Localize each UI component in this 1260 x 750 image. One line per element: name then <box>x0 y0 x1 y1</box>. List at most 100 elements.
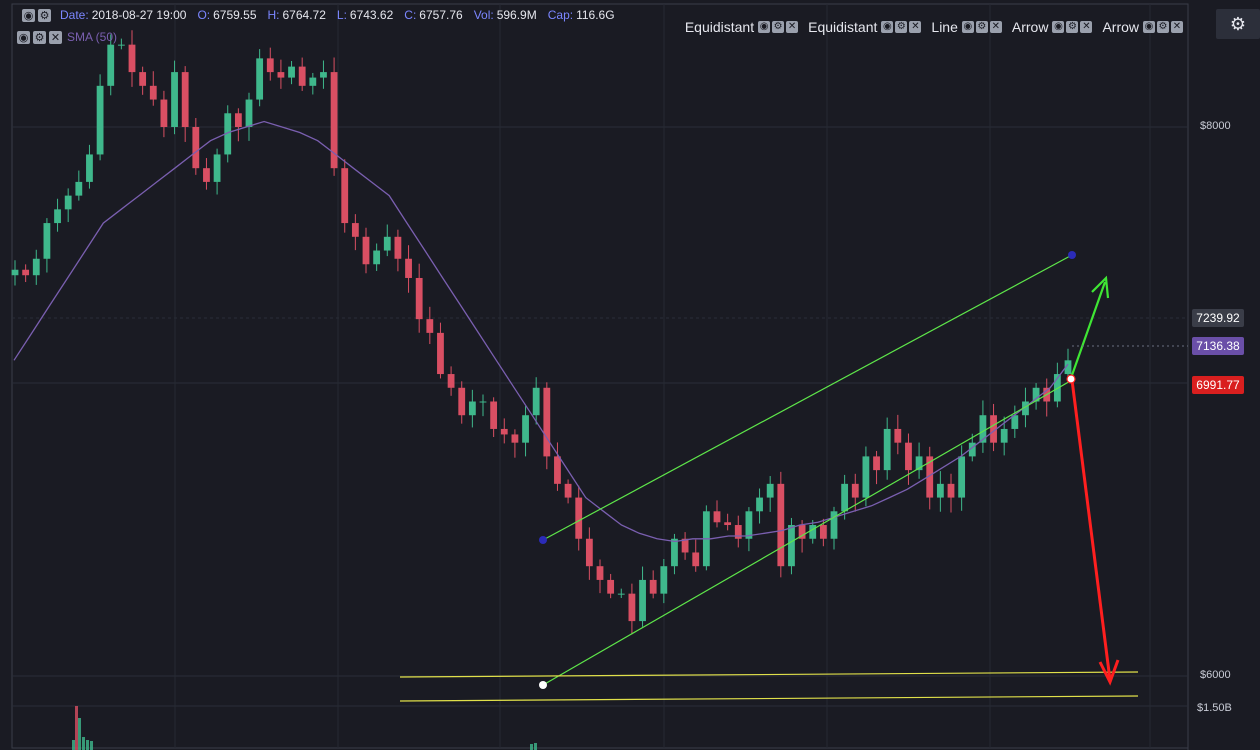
candle-body <box>894 428 902 443</box>
close-icon[interactable]: ✕ <box>909 21 922 33</box>
candle-body <box>192 127 200 169</box>
chart-settings-gear-icon[interactable]: ⚙ <box>1216 9 1260 39</box>
candle-body <box>1022 401 1029 416</box>
candle-body <box>607 579 615 594</box>
eye-icon[interactable]: ◉ <box>1052 21 1065 33</box>
candle-body <box>532 387 540 416</box>
gear-icon[interactable]: ⚙ <box>975 21 988 33</box>
candle-body <box>426 319 434 333</box>
eye-icon[interactable]: ◉ <box>22 8 35 22</box>
candle-body <box>330 72 338 169</box>
gear-icon[interactable]: ⚙ <box>38 8 51 22</box>
candle-body <box>617 593 625 595</box>
channel-anchor-point <box>1068 251 1076 259</box>
candle-body <box>649 579 657 594</box>
gear-icon[interactable]: ⚙ <box>1066 21 1079 33</box>
volume-bar <box>82 737 85 750</box>
candle-body <box>958 456 966 498</box>
tool-equidistant-2[interactable]: Equidistant ◉ ⚙ ✕ <box>808 19 923 35</box>
close-icon[interactable]: ✕ <box>786 21 799 33</box>
support-line-lower <box>399 695 1139 702</box>
candle-body <box>745 511 753 539</box>
support-line-upper <box>399 671 1139 678</box>
candle-body <box>32 258 40 276</box>
tool-arrow-1[interactable]: Arrow ◉ ⚙ ✕ <box>1012 19 1095 35</box>
close-label: C: <box>404 8 417 22</box>
tool-arrow-2[interactable]: Arrow ◉ ⚙ ✕ <box>1102 19 1185 35</box>
candle-body <box>585 538 593 567</box>
candle-body <box>320 72 327 78</box>
vol-label: Vol: <box>473 8 494 22</box>
ohlc-legend: ◉ ⚙ Date: 2018-08-27 19:00 O: 6759.55 H:… <box>17 7 620 51</box>
current-price-tag: 6991.77 <box>1192 376 1244 394</box>
axis-tick-6000: $6000 <box>1200 669 1231 681</box>
gear-icon[interactable]: ⚙ <box>772 21 785 33</box>
candle-body <box>266 58 274 73</box>
eye-icon[interactable]: ◉ <box>961 21 974 33</box>
candle-body <box>809 525 817 539</box>
close-icon[interactable]: ✕ <box>989 21 1002 33</box>
candle-body <box>511 434 519 443</box>
eye-icon[interactable]: ◉ <box>1143 21 1155 33</box>
tool-line[interactable]: Line ◉ ⚙ ✕ <box>931 19 1003 35</box>
candle-body <box>447 374 455 388</box>
eye-icon[interactable]: ◉ <box>881 21 894 33</box>
tool-label: Arrow <box>1011 19 1049 35</box>
candle-body <box>468 401 476 416</box>
candle-body <box>1011 415 1019 429</box>
gear-icon[interactable]: ⚙ <box>1157 21 1169 33</box>
candle-body <box>11 269 19 276</box>
volume-bar <box>72 740 75 750</box>
candle-body <box>203 168 210 182</box>
candle-body <box>213 154 221 182</box>
channel-upper-line <box>542 254 1073 541</box>
low-value: 6743.62 <box>349 8 394 22</box>
channel-anchor-point <box>539 536 547 544</box>
candle-body <box>43 223 51 259</box>
cap-value: 116.6G <box>576 8 615 22</box>
close-icon[interactable]: ✕ <box>1080 21 1093 33</box>
close-icon[interactable]: ✕ <box>1171 21 1183 33</box>
candle-body <box>979 415 987 443</box>
gear-icon[interactable]: ⚙ <box>33 30 46 44</box>
candle-body <box>54 209 61 224</box>
current-price-point <box>1066 374 1076 384</box>
channel-lower-line <box>542 379 1073 686</box>
candle-body <box>926 456 934 498</box>
candle-body <box>117 44 125 46</box>
candle-body <box>841 483 849 512</box>
eye-icon[interactable]: ◉ <box>17 30 30 44</box>
high-label: H: <box>267 8 280 22</box>
candle-body <box>873 456 880 471</box>
close-icon[interactable]: ✕ <box>49 30 62 44</box>
down-arrow-shaft <box>1070 379 1112 681</box>
date-label: Date: <box>60 8 89 22</box>
eye-icon[interactable]: ◉ <box>758 21 771 33</box>
candle-body <box>171 72 178 127</box>
up-arrow-head <box>1091 275 1110 299</box>
candle-body <box>777 483 785 567</box>
candle-body <box>1064 360 1072 375</box>
candle-body <box>181 72 189 127</box>
gear-icon[interactable]: ⚙ <box>895 21 908 33</box>
candle-body <box>107 44 115 86</box>
candle-body <box>798 525 806 539</box>
tool-label: Equidistant <box>808 19 878 35</box>
candle-body <box>575 497 583 539</box>
tool-label: Equidistant <box>684 19 755 35</box>
candle-body <box>596 566 604 580</box>
candle-body <box>1032 387 1040 402</box>
candle-body <box>405 258 412 278</box>
candle-body <box>245 99 253 127</box>
candle-body <box>234 113 242 127</box>
candle-body <box>564 483 572 498</box>
candle-body <box>766 483 774 498</box>
candle-body <box>256 58 264 100</box>
candle-body <box>830 511 838 539</box>
candle-body <box>660 566 668 594</box>
candle-body <box>628 593 636 622</box>
candle-body <box>394 236 402 259</box>
tool-equidistant-1[interactable]: Equidistant ◉ ⚙ ✕ <box>685 19 800 35</box>
